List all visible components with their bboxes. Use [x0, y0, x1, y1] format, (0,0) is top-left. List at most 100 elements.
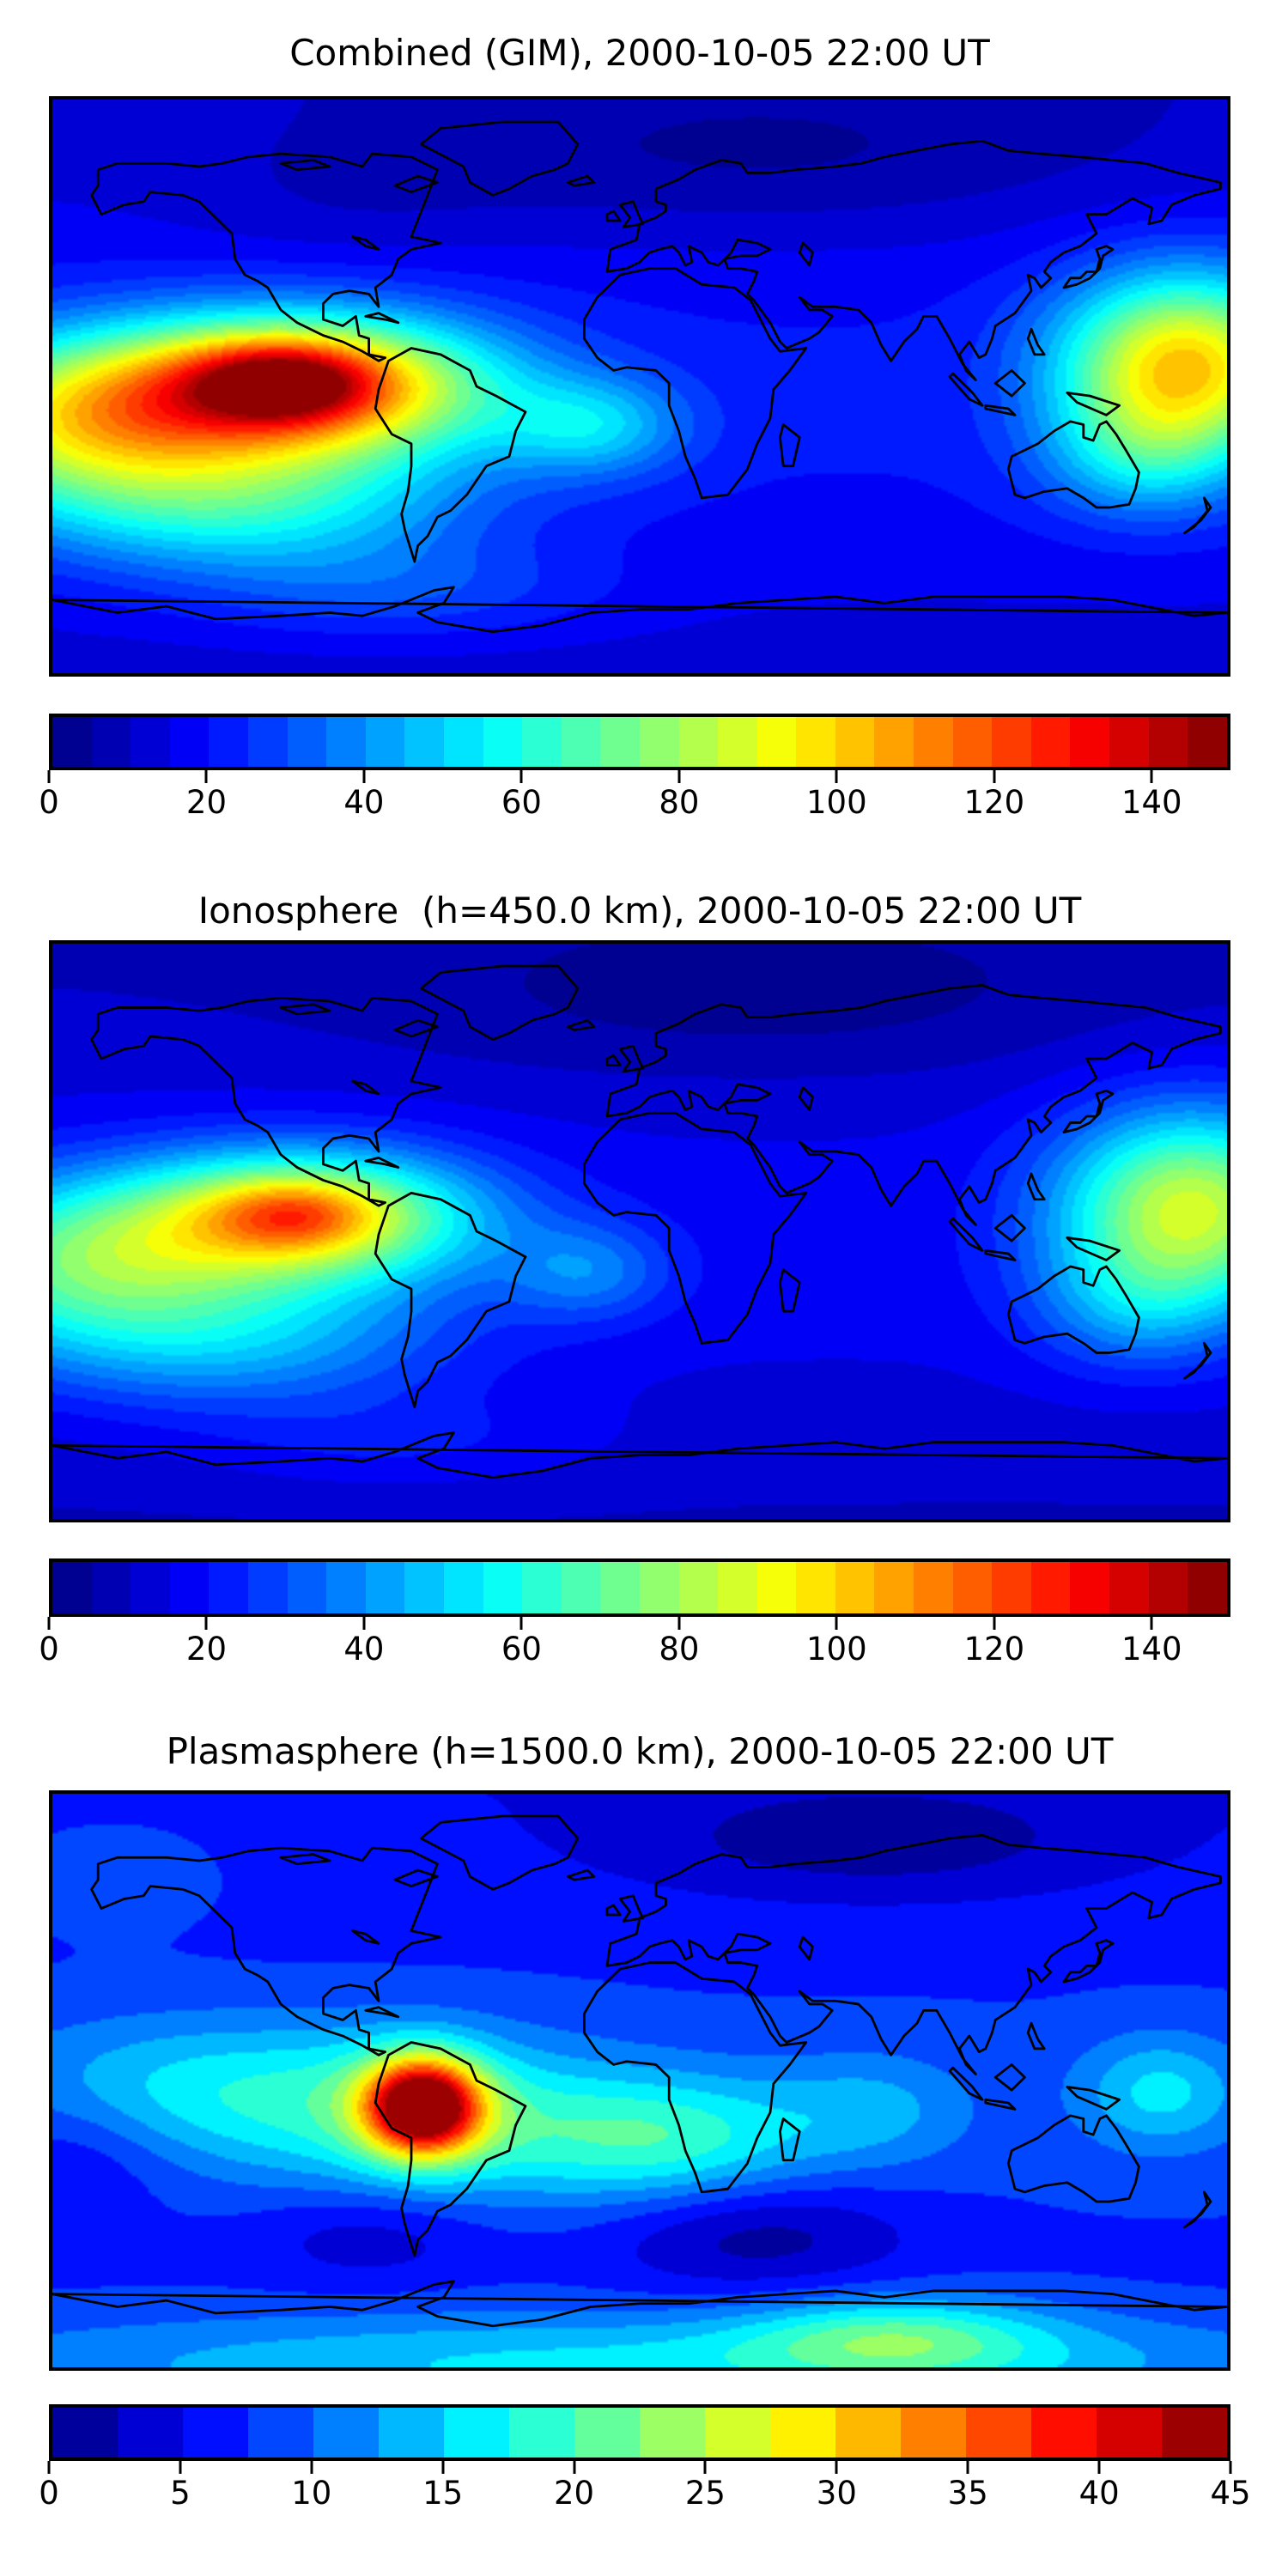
colorbar-tick-mark	[519, 770, 523, 783]
colorbar-segment	[379, 2408, 444, 2458]
colorbar-segment	[118, 2408, 183, 2458]
colorbar-segment	[1031, 2408, 1097, 2458]
colorbar-tick-label: 15	[422, 2475, 464, 2512]
colorbar-segment	[914, 1562, 953, 1613]
colorbar-ticks-combined: 0 20 40 60 80 100 120 140	[39, 770, 1230, 839]
colorbar-tick-label: 10	[291, 2475, 332, 2512]
colorbar-tick-label: 20	[185, 1631, 227, 1668]
colorbar-segment	[209, 717, 248, 767]
colorbar-segment	[718, 1562, 757, 1613]
colorbar-tick-mark	[835, 2461, 838, 2474]
colorbar-segment	[169, 717, 210, 767]
colorbar-segment	[678, 717, 719, 767]
tec-field-canvas-plasmasphere	[52, 1794, 1227, 2367]
colorbar-tick-mark	[1150, 1617, 1153, 1630]
colorbar-tick-label: 140	[1121, 784, 1182, 821]
colorbar-segment	[1070, 1562, 1110, 1613]
colorbar-segment	[756, 1562, 797, 1613]
colorbar-tick-label: 0	[39, 784, 59, 821]
colorbar-tick-mark	[835, 1617, 838, 1630]
colorbar-segment	[952, 1562, 993, 1613]
colorbar-segment	[52, 2408, 118, 2458]
colorbar-segment	[561, 1562, 601, 1613]
colorbar-tick-label: 30	[816, 2475, 857, 2512]
colorbar-segment	[404, 717, 444, 767]
colorbar-tick-mark	[835, 770, 838, 783]
colorbar-segment	[600, 717, 640, 767]
colorbar-segment	[992, 717, 1031, 767]
colorbar-tick-label: 5	[170, 2475, 191, 2512]
panel-title-plasmasphere: Plasmasphere (h=1500.0 km), 2000-10-05 2…	[166, 1730, 1114, 1772]
colorbar-segment	[169, 1562, 210, 1613]
colorbar-segment	[756, 717, 797, 767]
colorbar-tick-mark	[677, 770, 681, 783]
colorbar-segment	[770, 2408, 835, 2458]
colorbar-segment	[313, 2408, 379, 2458]
colorbar-segment	[509, 2408, 574, 2458]
colorbar-segment	[52, 717, 92, 767]
colorbar-segment	[131, 1562, 170, 1613]
colorbar-segment	[444, 2408, 509, 2458]
colorbar-tick-label: 20	[185, 784, 227, 821]
colorbar-segment	[874, 1562, 914, 1613]
colorbar-segment	[1030, 1562, 1071, 1613]
colorbar-segment	[483, 1562, 523, 1613]
colorbar-segment	[874, 717, 914, 767]
tec-field-canvas-combined	[52, 100, 1227, 673]
colorbar-plasmasphere	[49, 2404, 1230, 2461]
colorbar-segment	[639, 717, 679, 767]
colorbar-segment	[52, 1562, 92, 1613]
colorbar-combined	[49, 714, 1230, 770]
colorbar-segment	[678, 1562, 719, 1613]
colorbar-tick-mark	[993, 770, 996, 783]
colorbar-tick-label: 140	[1121, 1631, 1182, 1668]
colorbar-segment	[183, 2408, 248, 2458]
colorbar-segment	[1162, 2408, 1227, 2458]
tec-field-canvas-ionosphere	[52, 944, 1227, 1519]
map-combined	[49, 96, 1230, 677]
colorbar-tick-label: 40	[1078, 2475, 1120, 2512]
colorbar-tick-mark	[703, 2461, 707, 2474]
colorbar-ionosphere	[49, 1558, 1230, 1617]
map-ionosphere	[49, 940, 1230, 1522]
colorbar-segment	[561, 717, 601, 767]
colorbar-segment	[248, 2408, 313, 2458]
colorbar-segment	[796, 1562, 835, 1613]
colorbar-segment	[1148, 1562, 1188, 1613]
colorbar-segment	[952, 717, 993, 767]
colorbar-segment	[326, 717, 366, 767]
map-plasmasphere	[49, 1790, 1230, 2371]
colorbar-segment	[796, 717, 835, 767]
colorbar-segment	[901, 2408, 966, 2458]
colorbar-tick-label: 120	[963, 784, 1025, 821]
colorbar-tick-label: 80	[659, 1631, 700, 1668]
colorbar-segment	[1030, 717, 1071, 767]
colorbar-tick-label: 60	[501, 784, 542, 821]
colorbar-segment	[365, 717, 405, 767]
colorbar-tick-label: 80	[659, 784, 700, 821]
colorbar-segment	[574, 2408, 640, 2458]
colorbar-segment	[209, 1562, 248, 1613]
colorbar-segment	[131, 717, 170, 767]
colorbar-segment	[287, 1562, 327, 1613]
colorbar-segment	[835, 1562, 875, 1613]
colorbar-tick-label: 35	[947, 2475, 988, 2512]
world-coastline-plasmasphere	[52, 1794, 1227, 2367]
colorbar-tick-label: 25	[684, 2475, 726, 2512]
colorbar-segment	[365, 1562, 405, 1613]
colorbar-segment	[640, 2408, 705, 2458]
colorbar-tick-mark	[362, 770, 366, 783]
colorbar-tick-mark	[677, 1617, 681, 1630]
colorbar-segment	[1148, 717, 1188, 767]
colorbar-tick-label: 60	[501, 1631, 542, 1668]
colorbar-tick-mark	[1229, 2461, 1232, 2474]
colorbar-tick-mark	[310, 2461, 313, 2474]
colorbar-tick-mark	[204, 1617, 208, 1630]
colorbar-segment	[1188, 1562, 1227, 1613]
colorbar-segment	[522, 717, 562, 767]
colorbar-segment	[1109, 717, 1149, 767]
colorbar-segment	[835, 717, 875, 767]
colorbar-segment	[992, 1562, 1031, 1613]
colorbar-segment	[91, 717, 131, 767]
